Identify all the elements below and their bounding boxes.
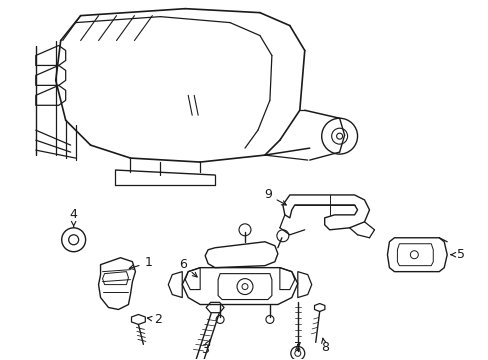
- Text: 3: 3: [201, 340, 209, 356]
- Text: 1: 1: [129, 256, 152, 269]
- Text: 6: 6: [179, 258, 197, 277]
- Text: 7: 7: [293, 341, 301, 354]
- Text: 8: 8: [320, 338, 328, 354]
- Text: 5: 5: [450, 248, 464, 261]
- Text: 9: 9: [264, 188, 285, 205]
- Text: 4: 4: [70, 208, 78, 227]
- Text: 2: 2: [147, 313, 162, 326]
